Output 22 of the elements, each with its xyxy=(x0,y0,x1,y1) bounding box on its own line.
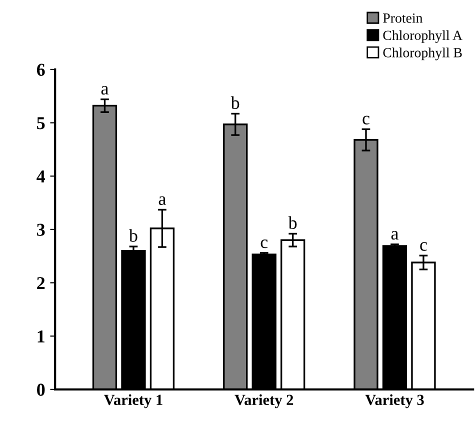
data-label: a xyxy=(391,230,398,240)
legend-label: Chlorophyll B xyxy=(383,48,462,60)
legend-label: Chlorophyll A xyxy=(383,30,462,43)
data-label: b xyxy=(288,216,297,229)
x-tick-label: Variety 3 xyxy=(365,394,424,408)
x-tick-label: Variety 1 xyxy=(104,394,162,408)
data-label: b xyxy=(128,229,138,242)
y-tick-label: 5 xyxy=(37,117,45,130)
legend-label: Protein xyxy=(383,13,423,23)
y-tick-label: 3 xyxy=(37,224,45,236)
y-tick-label: 6 xyxy=(36,64,45,76)
data-label: b xyxy=(230,96,240,109)
data-label: c xyxy=(260,239,268,248)
data-label: a xyxy=(158,196,166,205)
data-label: c xyxy=(420,242,427,251)
y-tick-label: 0 xyxy=(37,384,45,396)
y-tick-label: 4 xyxy=(36,170,46,182)
data-label: a xyxy=(101,86,108,95)
y-tick-label: 2 xyxy=(37,277,45,290)
data-label: c xyxy=(362,116,370,124)
x-tick-label: Variety 2 xyxy=(234,394,294,408)
y-tick-label: 1 xyxy=(38,330,44,342)
